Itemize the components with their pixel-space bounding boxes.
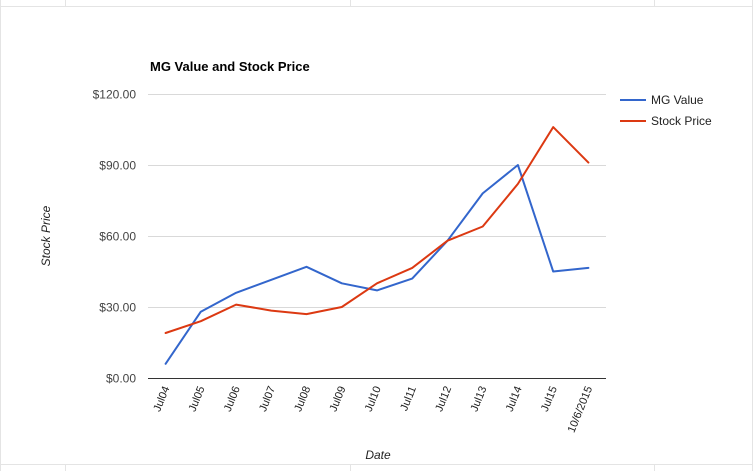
- x-tick-label: Jul14: [504, 385, 525, 414]
- x-tick-label: Jul15: [539, 385, 560, 414]
- x-tick-label: Jul05: [187, 385, 208, 414]
- y-tick-label: $30.00: [99, 301, 136, 315]
- y-tick-label: $0.00: [106, 372, 136, 386]
- series-line-stock-price: [164, 126, 590, 334]
- y-axis-ticks: $0.00 $30.00 $60.00 $90.00 $120.00: [93, 88, 137, 386]
- x-tick-label: Jul04: [151, 385, 172, 414]
- y-tick-label: $120.00: [93, 88, 137, 102]
- legend-label: MG Value: [651, 93, 704, 107]
- gridlines: [148, 94, 606, 379]
- legend-label: Stock Price: [651, 114, 712, 128]
- x-tick-label: Jul09: [328, 385, 349, 414]
- y-axis-title: Stock Price: [39, 205, 53, 266]
- legend: MG Value Stock Price: [620, 93, 712, 128]
- x-tick-label: Jul10: [363, 385, 384, 414]
- x-tick-label: 10/6/2015: [566, 385, 595, 435]
- series-lines: [164, 126, 590, 365]
- y-tick-label: $90.00: [99, 159, 136, 173]
- x-tick-label: Jul12: [433, 385, 454, 414]
- x-tick-label: Jul07: [257, 385, 278, 414]
- x-tick-label: Jul06: [222, 385, 243, 414]
- x-tick-label: Jul11: [398, 385, 419, 413]
- x-axis-ticks: Jul04 Jul05 Jul06 Jul07 Jul08 Jul09 Jul10 Jul11…: [151, 385, 595, 435]
- x-axis-title: Date: [365, 448, 391, 462]
- series-line-mg-value: [164, 164, 590, 365]
- y-tick-label: $60.00: [99, 230, 136, 244]
- chart-title: MG Value and Stock Price: [150, 59, 310, 74]
- x-tick-label: Jul08: [292, 385, 313, 414]
- x-tick-label: Jul13: [468, 385, 489, 414]
